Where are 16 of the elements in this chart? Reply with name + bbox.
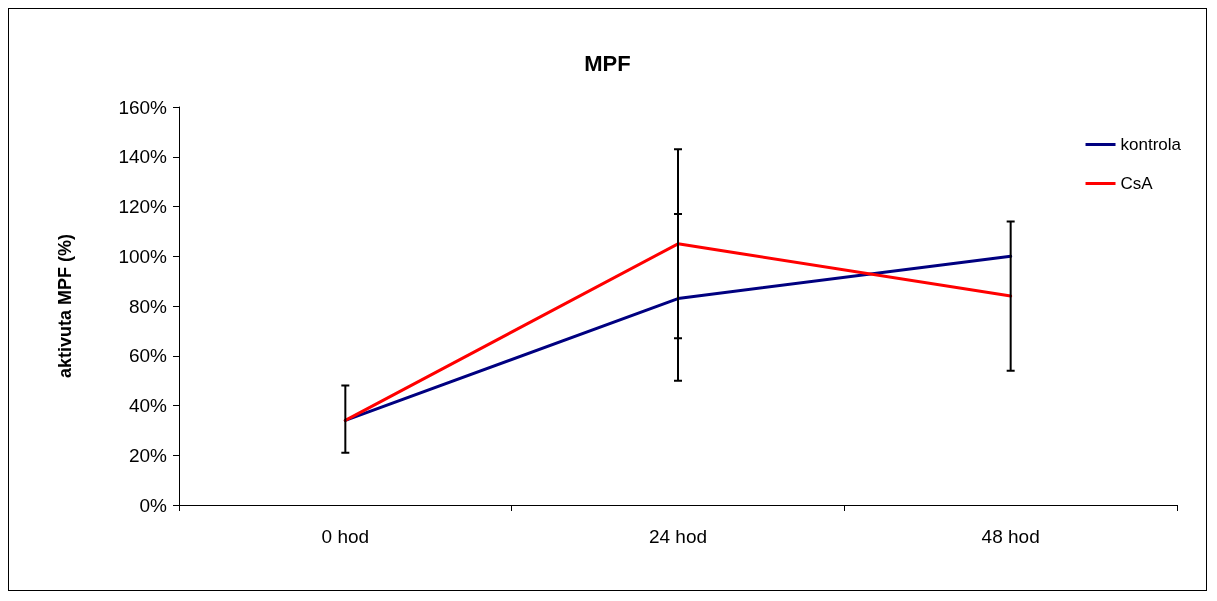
x-tick-label: 24 hod <box>648 526 708 547</box>
chart-title: MPF <box>584 50 631 76</box>
y-tick-label: 20% <box>128 444 168 466</box>
y-tick-label: 0% <box>139 494 168 516</box>
y-tick-label: 160% <box>118 96 168 118</box>
x-tick-label: 48 hod <box>981 526 1040 547</box>
legend-label: kontrola <box>1120 135 1182 154</box>
legend-label: CsA <box>1120 174 1154 193</box>
y-tick-label: 140% <box>118 146 168 168</box>
y-tick-label: 80% <box>128 295 168 317</box>
y-tick-label: 60% <box>128 345 168 367</box>
y-tick-label: 120% <box>118 196 168 217</box>
y-axis-title: aktivuta MPF (%) <box>55 233 75 379</box>
y-tick-label: 100% <box>118 245 168 267</box>
x-tick-label: 0 hod <box>321 526 370 547</box>
y-tick-label: 40% <box>128 395 168 416</box>
